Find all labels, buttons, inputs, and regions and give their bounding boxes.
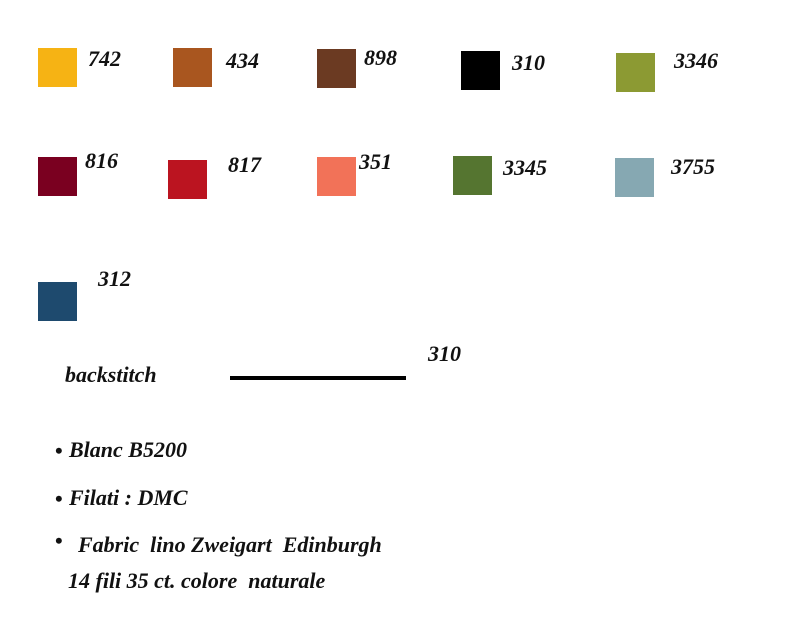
- swatch-code: 434: [226, 48, 259, 73]
- swatch-code: 3346: [674, 48, 718, 73]
- swatch-code: 898: [364, 45, 397, 70]
- swatch-code: 351: [359, 149, 392, 174]
- swatch-code: 310: [512, 50, 545, 75]
- bullet: •: [55, 438, 63, 463]
- swatch-code: 817: [228, 152, 261, 177]
- swatch-code: 742: [88, 46, 121, 71]
- note: Blanc B5200: [69, 437, 187, 462]
- swatch: [317, 49, 356, 88]
- bullet: •: [55, 528, 63, 553]
- swatch-code: 3345: [503, 155, 547, 180]
- swatch: [317, 157, 356, 196]
- bullet: •: [55, 486, 63, 511]
- backstitch-line: [230, 376, 406, 380]
- swatch: [38, 48, 77, 87]
- swatch: [173, 48, 212, 87]
- note: Filati : DMC: [69, 485, 188, 510]
- swatch: [168, 160, 207, 199]
- swatch-code: 816: [85, 148, 118, 173]
- swatch: [616, 53, 655, 92]
- swatch: [461, 51, 500, 90]
- backstitch-code: 310: [428, 341, 461, 366]
- note: Fabric lino Zweigart Edinburgh: [78, 532, 382, 557]
- note: 14 fili 35 ct. colore naturale: [68, 568, 326, 593]
- swatch: [453, 156, 492, 195]
- backstitch-label: backstitch: [65, 362, 157, 387]
- swatch: [615, 158, 654, 197]
- swatch-code: 312: [98, 266, 131, 291]
- swatch: [38, 282, 77, 321]
- swatch-code: 3755: [671, 154, 715, 179]
- swatch: [38, 157, 77, 196]
